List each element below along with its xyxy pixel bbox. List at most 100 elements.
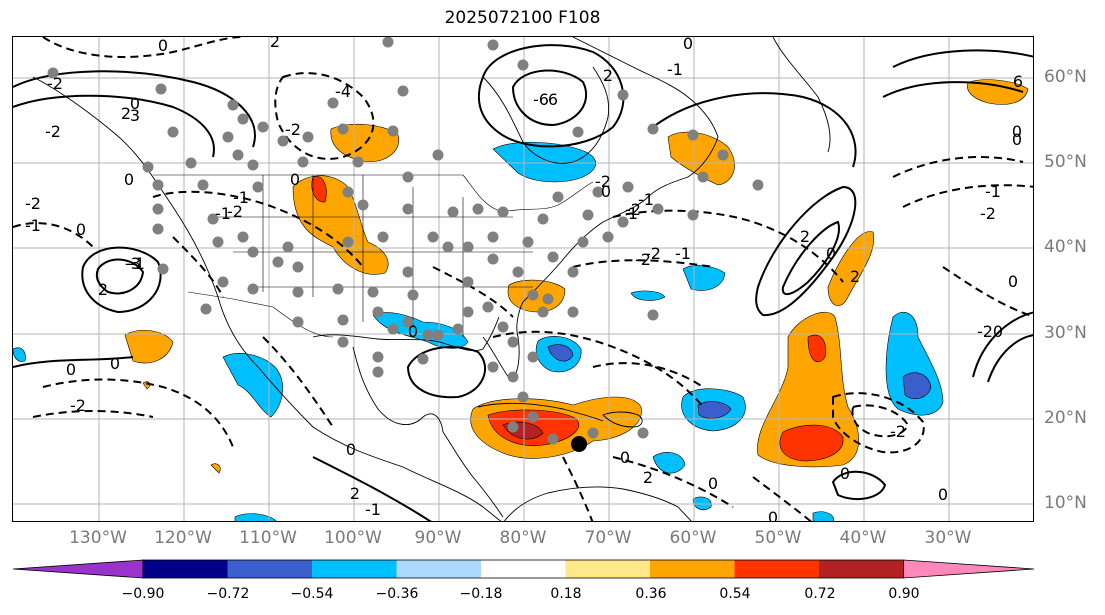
contour-label: 0 (768, 508, 778, 522)
lon-label-100w: 100°W (324, 528, 382, 548)
contour-label: -2 (70, 396, 86, 415)
lon-label-80w: 80°W (499, 528, 547, 548)
map-panel[interactable]: 0 -2 0 2 -6 0 2 6 0 2 -1 -2 3 0 -2 -1 0 2 -1 -2 0 -2 0 6 0 -1 -2 -4… (12, 36, 1034, 522)
contour-label: 2 (603, 66, 613, 85)
contour-label: 2 (270, 37, 280, 51)
contour-neg-3 (152, 190, 364, 268)
shade-small-orange (210, 463, 221, 474)
colorbar-tick: −0.18 (459, 586, 503, 602)
coast-gulf (312, 316, 500, 352)
contour-label: 1 (628, 204, 638, 223)
contour-label: 0 (1008, 272, 1018, 291)
colorbar-bin (903, 559, 1035, 579)
contour-label: 0 (110, 354, 120, 373)
lon-label-30w: 30°W (924, 528, 972, 548)
colorbar-tick: 0.36 (635, 586, 667, 602)
contour-neg-2 (274, 72, 375, 160)
contour-pos-atlantic (755, 185, 857, 317)
contour-label: 6 (548, 90, 558, 109)
storm-center-marker[interactable] (571, 436, 587, 452)
colorbar-tick: 0.18 (550, 586, 582, 602)
contour-label: -1 (233, 188, 249, 207)
lat-label-20n: 20°N (1044, 408, 1087, 428)
contour-label: -2 (645, 244, 661, 263)
contour-label: -2 (285, 120, 301, 139)
shade-left-blue (13, 347, 26, 362)
contour-label: -2 (47, 74, 63, 93)
coast-north-america-west (32, 76, 502, 521)
contour-label: 6 (1013, 72, 1023, 91)
shade-atlantic-strip (827, 231, 875, 306)
contour-pos-hudson2 (511, 69, 588, 127)
contour-label: 0 (620, 448, 630, 467)
shade-caribbean-east-blue (652, 452, 686, 474)
contour-label: -1 (25, 216, 41, 235)
contour-label: -2 (977, 322, 993, 341)
contour-label: 0 (826, 244, 836, 263)
shade-plains-red (311, 176, 327, 203)
colorbar-tick: 0.54 (719, 586, 751, 602)
contour-label: 0 (346, 440, 356, 459)
lat-label-30n: 30°N (1044, 323, 1087, 343)
coast-central-america (442, 431, 504, 518)
contour-label: -1 (638, 190, 654, 209)
contour-label: -2 (890, 422, 906, 441)
coast-hispaniola (602, 411, 643, 428)
contour-label: 0 (1012, 122, 1022, 141)
colorbar-bin (819, 560, 904, 578)
contour-label: 2 (643, 468, 653, 487)
shade-small-blue2 (630, 290, 666, 301)
contour-neg-9 (832, 392, 925, 454)
contour-neg-15 (32, 410, 154, 418)
coast-mexico-gulf (352, 346, 444, 433)
contour-pos-midatl (652, 92, 857, 168)
contour-neg-19 (752, 476, 813, 521)
shade-east-blue (885, 312, 944, 416)
colorbar-bin (481, 560, 566, 578)
contour-neg-18 (612, 456, 734, 508)
colorbar (12, 559, 1035, 579)
colorbar-bin (396, 560, 482, 578)
contour-pos-northwest2 (13, 94, 215, 158)
contour-pos-zero-south (312, 456, 432, 521)
contour-neg-11 (892, 156, 1024, 178)
observation-points (47, 37, 764, 445)
contour-label: 0 (601, 182, 611, 201)
contour-label: 0 (708, 474, 718, 493)
contour-label: -2 (635, 250, 651, 269)
shade-bahamas-darkblue (547, 344, 574, 362)
coast-labrador (572, 37, 719, 178)
border-us-mexico (187, 291, 334, 338)
contour-label: -2 (45, 122, 61, 141)
contour-label: 2 (800, 227, 810, 246)
colorbar-bin (227, 560, 313, 578)
contour-pos-ellipse (831, 470, 887, 501)
coastlines (32, 37, 831, 521)
shade-gulf-blue (372, 312, 469, 349)
contour-neg-13 (942, 266, 1033, 318)
colorbar-bin (12, 559, 144, 579)
contour-label: 0 (290, 170, 300, 189)
colorbar-tick: −0.90 (121, 586, 165, 602)
contour-pos-hudson (477, 44, 625, 148)
colorbar-tick: 0.90 (888, 586, 920, 602)
shade-mexico-blue (222, 353, 283, 418)
coast-greenland (772, 37, 831, 153)
contour-label: 2 (850, 267, 860, 286)
shade-bottom-blue (234, 513, 277, 521)
shade-atlantic-red2 (807, 334, 826, 362)
contour-pos-pacific (81, 246, 162, 314)
contour-label: -3 (125, 254, 141, 273)
contour-neg-10 (851, 404, 910, 438)
colorbar-tick: 0.72 (804, 586, 836, 602)
contour-label: -1 (215, 204, 231, 223)
graticule (13, 37, 1033, 521)
lon-label-70w: 70°W (584, 528, 632, 548)
colorbar-bin (143, 560, 228, 578)
lon-label-120w: 120°W (154, 528, 212, 548)
shade-bottom-blue2 (812, 511, 835, 521)
contour-label: 0 (158, 37, 168, 55)
contour-label: -2 (595, 172, 611, 191)
contour-pos-atlantic2 (781, 220, 840, 296)
coast-hudson (482, 66, 610, 164)
